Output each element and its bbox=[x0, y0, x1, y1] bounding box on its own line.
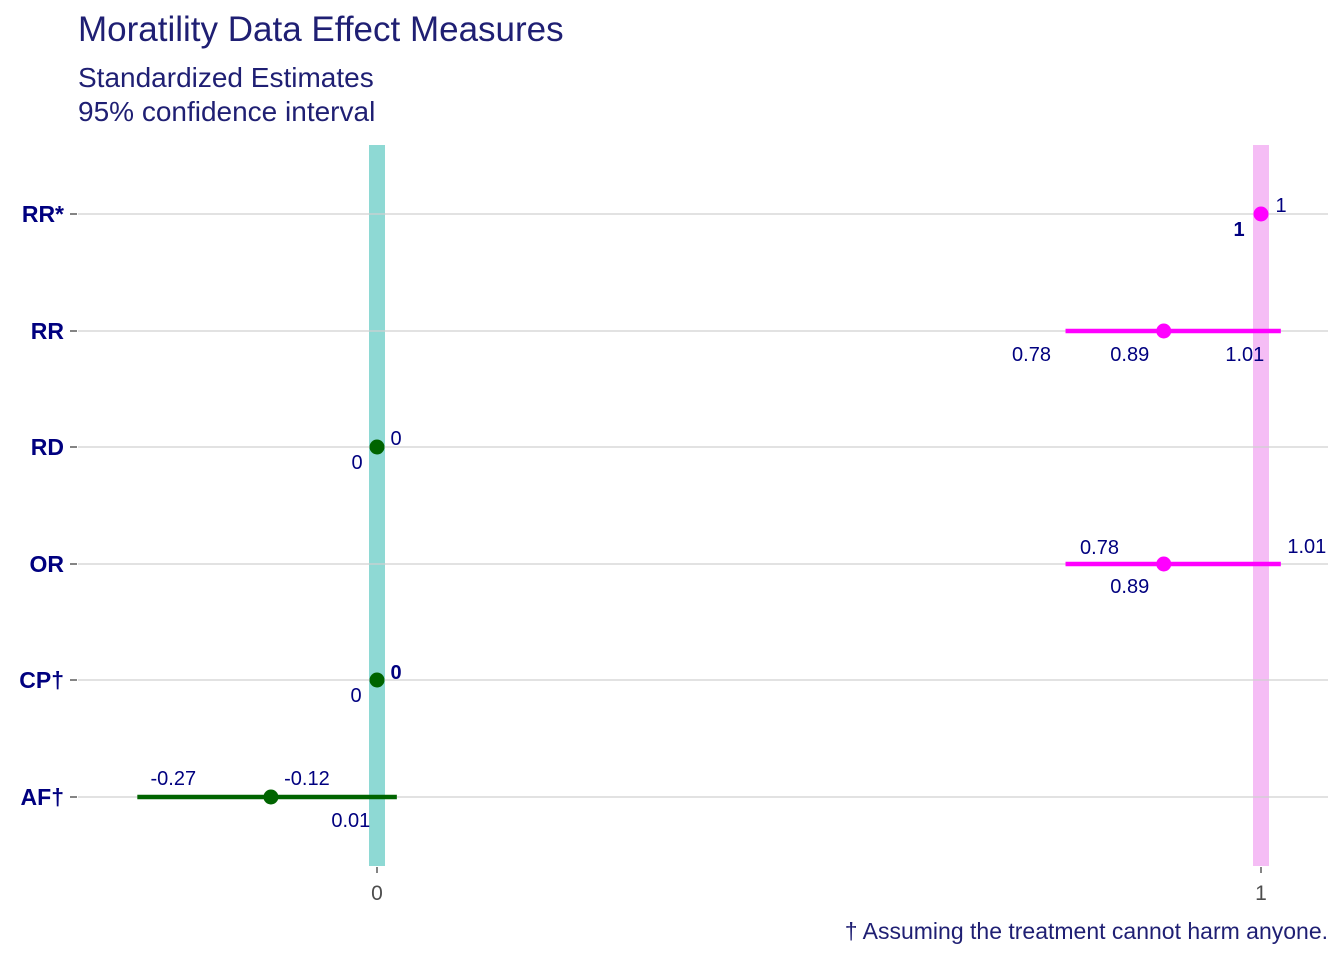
estimate-point bbox=[263, 789, 279, 805]
estimate-point bbox=[369, 439, 385, 455]
data-label-upper: 1 bbox=[1275, 195, 1286, 217]
data-label-upper: 0.01 bbox=[331, 810, 370, 832]
estimate-point bbox=[369, 672, 385, 688]
data-label-lower: -0.27 bbox=[151, 768, 197, 790]
y-tick-label: AF† bbox=[21, 784, 64, 810]
y-tick-label: RR bbox=[31, 318, 65, 344]
data-label-lower: 1 bbox=[1233, 219, 1244, 241]
data-label-lower: 0 bbox=[351, 452, 362, 474]
data-label-lower: 0.78 bbox=[1080, 537, 1119, 559]
data-label-upper: 1.01 bbox=[1225, 344, 1264, 366]
chart-title: Moratility Data Effect Measures bbox=[78, 10, 564, 49]
data-label-upper: 0 bbox=[390, 662, 401, 684]
data-label-estimate: 0.89 bbox=[1110, 576, 1149, 598]
x-tick-label: 0 bbox=[371, 882, 383, 905]
y-tick-label: CP† bbox=[19, 667, 64, 693]
chart-subtitle-line-1: Standardized Estimates bbox=[78, 62, 374, 93]
estimate-point bbox=[1156, 323, 1172, 339]
data-label-lower: 0 bbox=[350, 685, 361, 707]
data-label-lower: 0.78 bbox=[1012, 344, 1051, 366]
reference-band-zero bbox=[369, 145, 385, 866]
y-tick-label: RD bbox=[31, 434, 64, 460]
reference-band-one bbox=[1253, 145, 1269, 866]
data-label-estimate: 0.89 bbox=[1110, 344, 1149, 366]
chart-subtitle-line-2: 95% confidence interval bbox=[78, 96, 376, 127]
x-tick-label: 1 bbox=[1255, 882, 1267, 905]
y-tick-label: RR* bbox=[22, 201, 64, 227]
y-tick-label: OR bbox=[30, 551, 65, 577]
data-label-estimate: -0.12 bbox=[284, 768, 330, 790]
data-label-upper: 1.01 bbox=[1287, 536, 1326, 558]
data-label-upper: 0 bbox=[390, 428, 401, 450]
chart-caption: † Assuming the treatment cannot harm any… bbox=[844, 918, 1328, 944]
estimate-point bbox=[1156, 556, 1172, 572]
estimate-point bbox=[1253, 206, 1269, 222]
